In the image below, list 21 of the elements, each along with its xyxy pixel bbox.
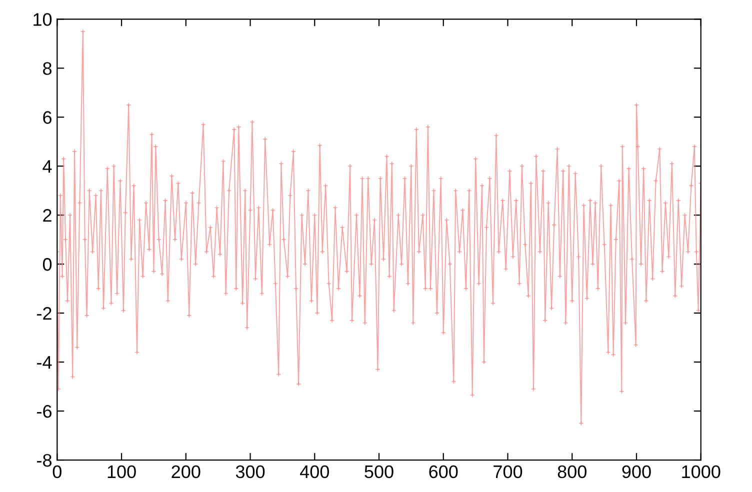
y-tick-label: 0 <box>42 258 52 271</box>
y-tick-label: -8 <box>37 454 52 467</box>
x-tick-label: 300 <box>236 465 265 478</box>
x-tick-label: 900 <box>622 465 651 478</box>
x-tick-label: 700 <box>494 465 522 478</box>
x-tick-label: 400 <box>300 465 329 478</box>
y-tick-label: 6 <box>43 111 52 124</box>
y-tick-label: 4 <box>42 160 52 173</box>
x-tick-label: 600 <box>429 465 458 478</box>
x-tick-label: 200 <box>172 465 200 478</box>
x-tick-label: 100 <box>108 465 136 478</box>
x-tick-label: 1000 <box>682 465 720 478</box>
y-tick-label: 8 <box>43 62 52 75</box>
y-tick-label: -2 <box>37 307 52 320</box>
y-tick-label: 2 <box>43 209 52 222</box>
x-tick-label: 800 <box>558 465 586 478</box>
y-tick-label: -4 <box>37 356 52 369</box>
x-tick-label: 500 <box>364 465 394 478</box>
y-tick-label: 10 <box>34 13 52 26</box>
y-tick-label: -6 <box>37 404 52 418</box>
x-tick-label: 0 <box>52 465 62 478</box>
